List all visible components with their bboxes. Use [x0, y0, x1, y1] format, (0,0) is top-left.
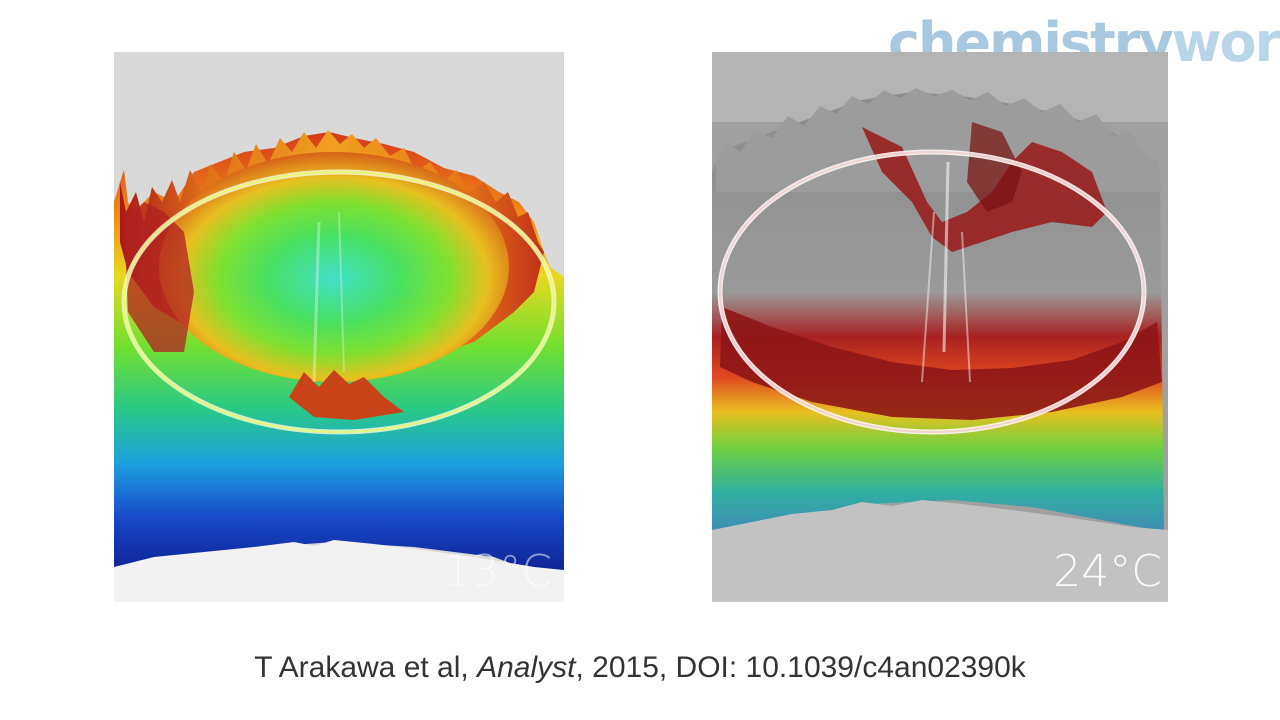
- caption-authors: T Arakawa et al,: [254, 651, 478, 684]
- temperature-label-13c: 13°C: [443, 546, 552, 597]
- caption-details: , 2015, DOI: 10.1039/c4an02390k: [575, 651, 1026, 684]
- logo-text-world: world: [1171, 11, 1280, 74]
- caption-journal: Analyst: [477, 651, 576, 684]
- citation-caption: T Arakawa et al, Analyst, 2015, DOI: 10.…: [0, 648, 1280, 688]
- heatmap-24c-graphic: [712, 52, 1168, 602]
- heatmap-image-13c: 13°C: [114, 52, 564, 602]
- heatmap-image-24c: 24°C: [712, 52, 1168, 602]
- heatmap-13c-graphic: [114, 52, 564, 602]
- temperature-label-24c: 24°C: [1053, 546, 1162, 597]
